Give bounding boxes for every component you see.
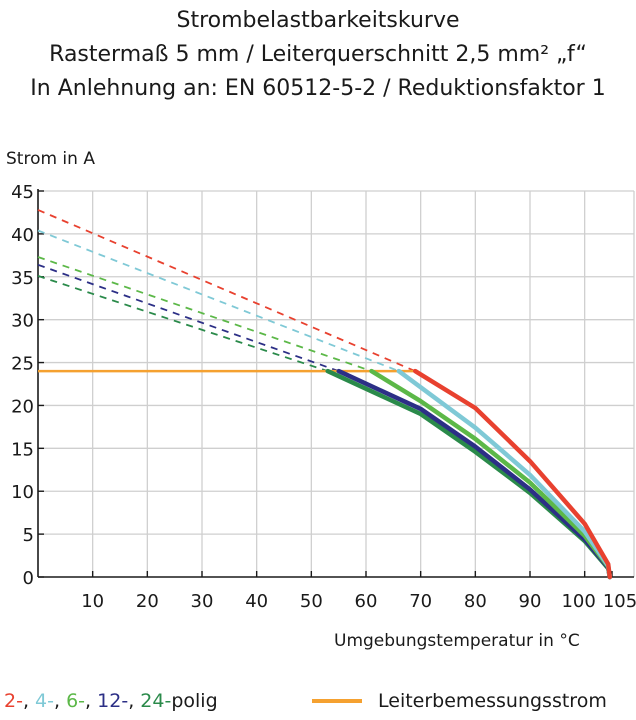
x-tick-label: 30 (191, 591, 214, 612)
x-tick-label: 40 (245, 591, 268, 612)
x-tick-label: 50 (300, 591, 323, 612)
legend-pole-item: , (85, 690, 98, 712)
x-tick-label: 100 (561, 591, 595, 612)
series-2-polig-dashed (37, 209, 416, 372)
y-tick-label: 0 (23, 568, 34, 589)
rated-current-label: Leiterbemessungsstrom (378, 690, 607, 712)
y-axis-label: Strom in A (6, 149, 95, 169)
y-tick-label: 10 (11, 482, 34, 503)
y-tick-label: 45 (11, 182, 34, 203)
legend-pole-item: 6- (66, 690, 86, 712)
series-2-polig-solid (412, 368, 613, 580)
y-tick-label: 35 (11, 268, 34, 289)
chart-title: Strombelastbarkeitskurve (176, 8, 460, 33)
chart-subtitle-1: Rastermaß 5 mm / Leiterquerschnitt 2,5 m… (49, 42, 587, 67)
legend-poles: 2-, 4-, 6-, 12-, 24-polig (4, 690, 218, 712)
series-6-polig-dashed (37, 256, 372, 372)
legend-pole-item: 24- (140, 690, 172, 712)
y-tick-label: 25 (11, 354, 34, 375)
x-tick-label: 90 (519, 591, 542, 612)
rated-current-swatch (312, 699, 362, 703)
title-block: Strombelastbarkeitskurve Rastermaß 5 mm … (0, 4, 636, 106)
x-tick-label: 80 (464, 591, 487, 612)
series-12-polig-solid (336, 368, 613, 580)
y-tick-label: 40 (11, 225, 34, 246)
y-tick-label: 15 (11, 439, 34, 460)
y-tick-label: 5 (23, 525, 34, 546)
x-axis-label: Umgebungstemperatur in °C (334, 631, 580, 651)
x-tick-label: 60 (355, 591, 378, 612)
series-12-polig-dashed (37, 263, 339, 372)
chart-subtitle-2: In Anlehnung an: EN 60512-5-2 / Reduktio… (30, 76, 606, 101)
x-tick-label: 105 (603, 591, 636, 612)
legend-pole-item: , (54, 690, 67, 712)
legend-pole-item: , (22, 690, 36, 712)
legend-pole-item: polig (171, 690, 218, 712)
x-tick-label: 10 (81, 591, 104, 612)
legend-pole-item: , (128, 690, 141, 712)
legend-rated-current: Leiterbemessungsstrom (312, 690, 607, 712)
y-tick-label: 20 (11, 396, 34, 417)
x-tick-label: 70 (409, 591, 432, 612)
series-24-polig-dashed (37, 275, 328, 372)
x-tick-label: 20 (136, 591, 159, 612)
legend-pole-item: 12- (97, 690, 129, 712)
legend-pole-item: 2- (4, 690, 23, 712)
tick-labels: 0 5 10 15 20 25 30 35 40 45 10 20 30 40 50 60 70 80 90 100 1… (11, 182, 636, 612)
legend-pole-item: 4- (35, 690, 54, 712)
series-layer (37, 209, 613, 580)
y-tick-label: 30 (11, 311, 34, 332)
